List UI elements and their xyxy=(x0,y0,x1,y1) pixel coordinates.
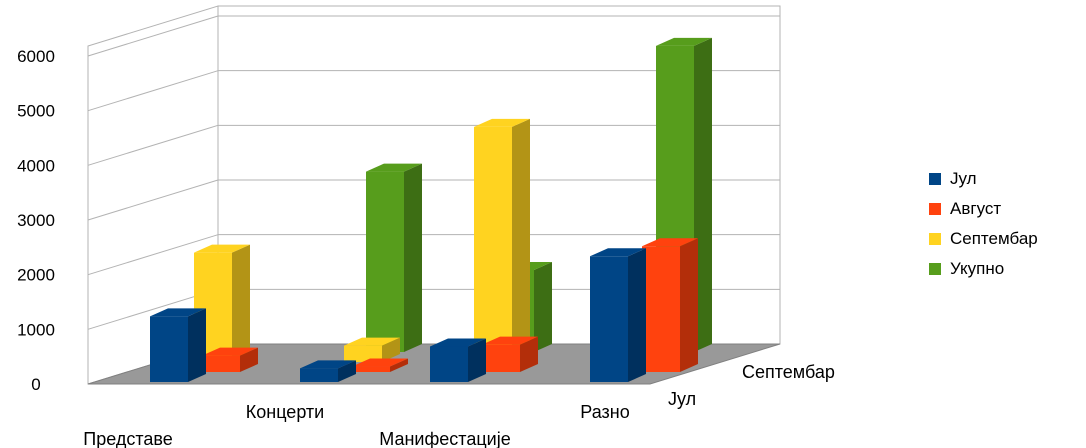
bar-Август-Представе xyxy=(202,347,258,372)
bar-top xyxy=(194,244,250,253)
legend-swatch xyxy=(929,233,941,245)
depth-label: Јул xyxy=(668,389,696,409)
bar-Укупно-Концерти xyxy=(366,163,422,352)
bar-top xyxy=(202,347,258,356)
y-tick-label: 4000 xyxy=(17,156,55,175)
bar-top xyxy=(642,238,698,247)
bar-side xyxy=(512,118,530,362)
y-tick-label: 0 xyxy=(31,375,40,394)
bar-front xyxy=(642,246,680,372)
bar-top xyxy=(352,358,408,367)
bar-front xyxy=(430,346,468,382)
bar-front xyxy=(300,368,338,382)
category-label: Разно xyxy=(580,402,629,422)
legend: Јул Август Септембар Укупно xyxy=(929,169,1038,278)
bar-side xyxy=(338,360,356,382)
legend-swatch xyxy=(929,263,941,275)
bar-side xyxy=(680,238,698,372)
category-label: Манифестације xyxy=(379,429,510,448)
y-axis-ticks: 0 1000 2000 3000 4000 5000 6000 xyxy=(17,47,55,394)
legend-label: Септембар xyxy=(950,229,1038,248)
y-tick-label: 5000 xyxy=(17,102,55,121)
bar-front xyxy=(352,366,390,372)
gridline xyxy=(87,70,219,112)
gridline xyxy=(87,179,219,221)
bar-front xyxy=(590,256,628,382)
gridline xyxy=(87,124,219,166)
bar-top xyxy=(300,360,356,369)
bar-top xyxy=(474,118,530,127)
bar-side xyxy=(628,248,646,382)
bar-Септембар-Манифестације xyxy=(474,118,530,362)
bar-top xyxy=(150,308,206,317)
bar-top xyxy=(590,248,646,257)
x-axis-categories: Представе Концерти Манифестације Разно xyxy=(83,402,629,448)
y-tick-label: 3000 xyxy=(17,211,55,230)
bar-Јул-Манифестације xyxy=(430,338,486,382)
bar-side xyxy=(240,347,258,372)
gridline xyxy=(87,15,219,57)
bar-Август-Концерти xyxy=(352,358,408,372)
bar-Август-Разно xyxy=(642,238,698,372)
depth-axis-labels: Јул Септембар xyxy=(668,362,835,409)
legend-label: Укупно xyxy=(950,259,1004,278)
bar-side xyxy=(188,308,206,382)
bar-Август-Манифестације xyxy=(482,336,538,372)
bar-front xyxy=(202,355,240,372)
bar-front xyxy=(344,345,382,362)
bar-top xyxy=(366,163,422,172)
y-tick-label: 2000 xyxy=(17,266,55,285)
gridline xyxy=(87,234,219,276)
bar-front xyxy=(150,316,188,382)
bar-side xyxy=(390,358,408,372)
bar-side xyxy=(534,262,552,352)
bar-Јул-Разно xyxy=(590,248,646,382)
bar-front xyxy=(366,171,404,352)
bar-side xyxy=(382,337,400,362)
bar-top xyxy=(482,336,538,345)
legend-swatch xyxy=(929,173,941,185)
depth-label: Септембар xyxy=(742,362,835,382)
bar-side xyxy=(404,163,422,352)
y-tick-label: 6000 xyxy=(17,47,55,66)
bar-Септембар-Концерти xyxy=(344,337,400,362)
bar-top xyxy=(344,337,400,346)
bar-side xyxy=(468,338,486,382)
bar-front xyxy=(474,126,512,362)
category-label: Представе xyxy=(83,429,173,448)
bar-side xyxy=(694,37,712,352)
y-tick-label: 1000 xyxy=(17,320,55,339)
bar-side xyxy=(520,336,538,372)
bar-front xyxy=(482,344,520,372)
bar-side xyxy=(232,244,250,362)
bar-Јул-Представе xyxy=(150,308,206,382)
legend-label: Јул xyxy=(950,169,977,188)
bar-Јул-Концерти xyxy=(300,360,356,382)
category-label: Концерти xyxy=(246,402,324,422)
legend-label: Август xyxy=(950,199,1001,218)
chart-bars xyxy=(150,37,712,382)
bar-top xyxy=(430,338,486,347)
legend-swatch xyxy=(929,203,941,215)
bar-top xyxy=(656,37,712,46)
